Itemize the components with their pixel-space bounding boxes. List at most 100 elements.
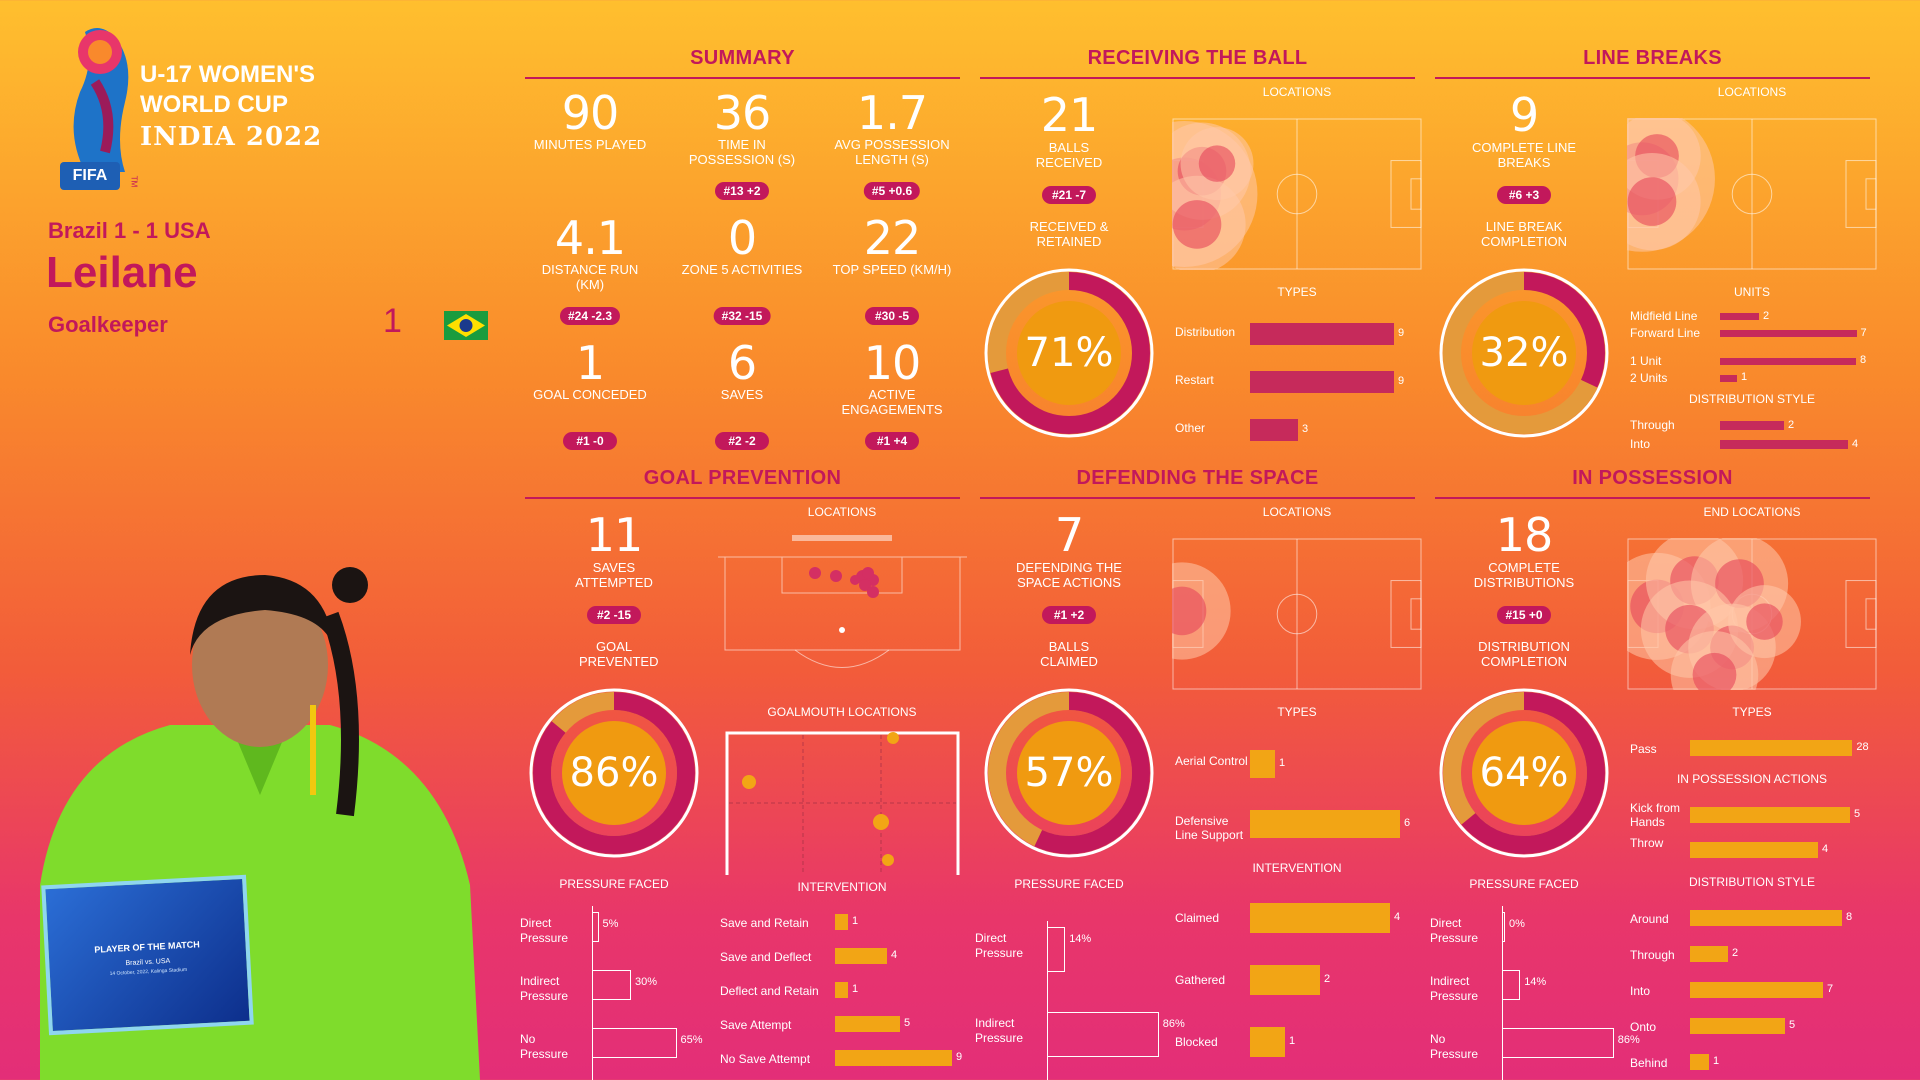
summary-stat-label: ZONE 5 ACTIVITIES bbox=[681, 262, 803, 277]
donut-arc bbox=[533, 692, 695, 854]
summary-stat-label: GOAL CONCEDED bbox=[533, 387, 647, 402]
receiving-rule bbox=[980, 77, 1415, 79]
summary-stat-badge: #24 -2.3 bbox=[559, 307, 621, 325]
bar bbox=[1690, 1018, 1785, 1034]
pressure-bar bbox=[592, 1028, 677, 1058]
bar-label: Claimed bbox=[1175, 911, 1220, 925]
bar bbox=[835, 948, 887, 964]
summary-stat-label: AVG POSSESSION LENGTH (s) bbox=[834, 137, 950, 167]
bar-value: 4 bbox=[1394, 911, 1401, 923]
line-breaks-units-title: UNITS bbox=[1734, 285, 1770, 299]
bar-value: 9 bbox=[1398, 327, 1405, 339]
bar bbox=[1250, 323, 1394, 345]
summary-stat-badge: #30 -5 bbox=[865, 307, 919, 325]
summary-stat-label: MINUTES PLAYED bbox=[533, 137, 647, 152]
pressure-label: No bbox=[1430, 1032, 1446, 1046]
pressure-bar bbox=[1047, 927, 1066, 972]
in-possession-badge: #15 +0 bbox=[1497, 606, 1551, 624]
line-breaks-style-title: DISTRIBUTION STYLE bbox=[1688, 392, 1816, 406]
bar bbox=[1250, 903, 1390, 933]
bar bbox=[1720, 313, 1759, 320]
bar-value: 4 bbox=[891, 949, 898, 961]
bar-value: 2 bbox=[1763, 309, 1770, 322]
bar-label: Save and Deflect bbox=[720, 950, 812, 964]
donut-arc bbox=[1443, 272, 1605, 434]
summary-stat-badge: #32 -15 bbox=[713, 307, 771, 325]
pressure-value: 5% bbox=[602, 918, 619, 930]
bar-value: 5 bbox=[1854, 808, 1861, 820]
event-line-1: U-17 WOMEN'S bbox=[140, 61, 316, 88]
goal-prevention-locations-label: LOCATIONS bbox=[807, 505, 877, 519]
pressure-value: 65% bbox=[680, 1034, 703, 1046]
bar bbox=[1250, 750, 1275, 778]
defending-pressure-title: PRESSURE FACED bbox=[1014, 877, 1124, 891]
summary-stat-label: DISTANCE RUN (KM) bbox=[541, 262, 639, 292]
bar-label: Deflect and Retain bbox=[720, 984, 819, 998]
pressure-bar bbox=[592, 970, 631, 1000]
goal-prevention-sub: GOAL PREVENTED bbox=[579, 639, 659, 669]
summary-stat-value: 0 bbox=[727, 211, 757, 265]
defending-rule bbox=[980, 497, 1415, 499]
donut-percentage: 32% bbox=[1479, 330, 1569, 376]
bar bbox=[1690, 1054, 1709, 1070]
pressure-axis bbox=[1502, 906, 1503, 1080]
summary-stat-label: TIME IN POSSESSION (s) bbox=[688, 137, 796, 167]
summary-stat-badge: #1 -0 bbox=[563, 432, 617, 450]
bar-value: 7 bbox=[1827, 983, 1834, 995]
pressure-label: Pressure bbox=[520, 989, 569, 1003]
summary-title: SUMMARY bbox=[690, 47, 795, 69]
pressure-label: Pressure bbox=[520, 931, 569, 945]
bar-label: Kick from Hands bbox=[1630, 801, 1681, 830]
summary-stat-value: 1.7 bbox=[856, 86, 928, 140]
line-breaks-sub: LINE BREAK COMPLETION bbox=[1481, 219, 1567, 249]
goal-prevention-title: GOAL PREVENTION bbox=[643, 467, 842, 489]
summary-stat-badge: #13 +2 bbox=[715, 182, 769, 200]
pressure-label: Indirect bbox=[975, 1016, 1015, 1030]
event-title: U-17 WOMEN'S WORLD CUP INDIA 2022 bbox=[140, 60, 322, 154]
bar-value: 2 bbox=[1324, 973, 1331, 985]
line-breaks-label: COMPLETE LINE BREAKS bbox=[1471, 140, 1577, 170]
trademark-mark: TM bbox=[129, 175, 139, 188]
summary-stat-value: 10 bbox=[863, 336, 922, 390]
in-possession-types-title: TYPES bbox=[1732, 705, 1772, 719]
bar-value: 9 bbox=[956, 1051, 963, 1063]
summary-stat-label: SAVES bbox=[720, 387, 764, 402]
bar-label: Midfield Line bbox=[1630, 309, 1698, 323]
goal-prevention-rule bbox=[525, 497, 960, 499]
pressure-label: Pressure bbox=[975, 1031, 1024, 1045]
defending-badge: #1 +2 bbox=[1042, 606, 1096, 624]
pressure-label: Pressure bbox=[1430, 931, 1479, 945]
bar bbox=[1690, 910, 1842, 926]
in-possession-value: 18 bbox=[1495, 508, 1554, 562]
in-possession-label: COMPLETE DISTRIBUTIONS bbox=[1473, 560, 1575, 590]
pressure-label: No bbox=[520, 1032, 536, 1046]
bar-value: 6 bbox=[1404, 817, 1411, 829]
bar-label: Behind bbox=[1630, 1056, 1668, 1070]
defending-types-title: TYPES bbox=[1277, 705, 1317, 719]
receiving-label: BALLS RECEIVED bbox=[1035, 140, 1103, 170]
bar bbox=[835, 1016, 900, 1032]
match-score: Brazil 1 - 1 USA bbox=[48, 218, 211, 243]
bar-label: Aerial Control bbox=[1175, 754, 1248, 768]
event-line-2: WORLD CUP bbox=[140, 91, 288, 118]
receiving-badge: #21 -7 bbox=[1042, 186, 1096, 204]
award-title: PLAYER OF THE MATCH bbox=[94, 939, 201, 955]
bar bbox=[835, 914, 848, 930]
goal-prevention-badge: #2 -15 bbox=[587, 606, 641, 624]
pressure-label: Pressure bbox=[975, 946, 1024, 960]
receiving-sub: RECEIVED & RETAINED bbox=[1029, 219, 1109, 249]
bar-value: 7 bbox=[1860, 326, 1867, 339]
award-plaque: PLAYER OF THE MATCH Brazil vs. USA 14 Oc… bbox=[41, 874, 254, 1036]
summary-stat-value: 36 bbox=[713, 86, 772, 140]
defending-heatmap bbox=[1133, 538, 1422, 690]
goalmouth-map bbox=[725, 730, 960, 875]
summary-stat-value: 22 bbox=[863, 211, 922, 265]
bar-label: Restart bbox=[1175, 373, 1214, 387]
summary-stat-badge: #2 -2 bbox=[715, 432, 769, 450]
defending-label: DEFENDING THE SPACE ACTIONS bbox=[1016, 560, 1122, 590]
bar bbox=[1720, 421, 1784, 430]
line-breaks-donut: 32% bbox=[1439, 268, 1609, 438]
pressure-axis bbox=[1047, 921, 1048, 1080]
donut-arc bbox=[988, 272, 1150, 434]
bar-value: 28 bbox=[1856, 741, 1869, 753]
